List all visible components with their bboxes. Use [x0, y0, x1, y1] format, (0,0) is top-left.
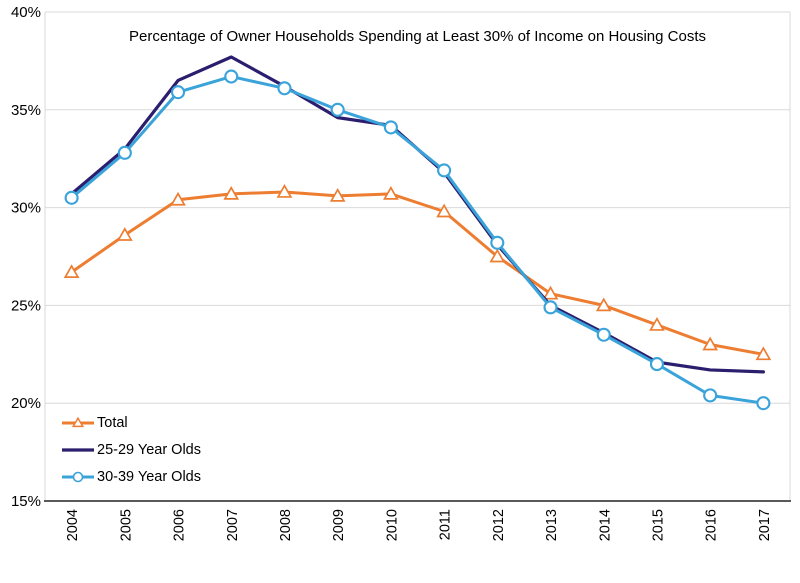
series-0-marker — [116, 227, 133, 241]
series-0-marker — [170, 191, 186, 206]
series-0-marker — [329, 187, 346, 202]
x-tick-label: 2006 — [172, 509, 188, 541]
legend-swatch-triangle — [62, 416, 94, 427]
y-tick-label: 40% — [11, 4, 41, 21]
series-0-marker — [755, 346, 772, 361]
y-tick-label: 20% — [11, 395, 41, 412]
x-tick-label: 2011 — [438, 509, 454, 540]
series-2-marker — [490, 235, 505, 250]
series-2-marker — [703, 388, 718, 403]
series-0-marker — [436, 203, 452, 218]
series-0-marker — [223, 185, 240, 200]
x-tick-label: 2012 — [491, 509, 507, 541]
y-tick-label: 30% — [11, 200, 41, 217]
x-tick-label: 2009 — [331, 509, 347, 541]
x-tick-label: 2007 — [225, 509, 241, 541]
legend-item-0: Total — [60, 409, 201, 436]
x-tick-label: 2004 — [65, 509, 81, 541]
legend-swatch-circle — [62, 471, 94, 482]
y-tick-label: 35% — [11, 102, 41, 119]
legend-item-2: 30-39 Year Olds — [60, 463, 201, 490]
series-2-marker — [437, 163, 452, 178]
series-0-marker — [649, 317, 665, 331]
x-tick-label: 2005 — [118, 509, 134, 541]
series-line-0 — [70, 190, 765, 356]
series-0-marker — [63, 264, 80, 278]
series-2-marker — [649, 357, 665, 372]
x-tick-label: 2015 — [650, 509, 666, 541]
chart-title: Percentage of Owner Households Spending … — [128, 28, 707, 45]
series-2-marker — [756, 396, 771, 411]
x-tick-label: 2017 — [757, 509, 773, 541]
series-2-marker — [330, 102, 345, 117]
series-2-marker — [170, 85, 186, 100]
series-2-marker — [383, 120, 398, 135]
legend-label: Total — [97, 414, 128, 431]
series-2-marker — [224, 69, 239, 84]
series-0-marker — [276, 184, 293, 198]
x-tick-label: 2013 — [544, 509, 560, 541]
series-2-marker — [596, 327, 611, 342]
series-0-marker — [542, 285, 559, 300]
legend-swatch-none — [62, 447, 94, 452]
x-tick-label: 2014 — [597, 509, 613, 541]
legend-label: 30-39 Year Olds — [97, 468, 201, 485]
series-0-marker — [489, 248, 506, 263]
series-2-marker — [543, 300, 558, 315]
x-tick-label: 2010 — [384, 509, 400, 541]
legend: Total 25-29 Year Olds 30-39 Year Olds — [60, 409, 201, 490]
series-0-marker — [702, 336, 719, 351]
y-tick-label: 15% — [11, 493, 41, 510]
y-tick-label: 25% — [11, 297, 41, 314]
series-line-2 — [70, 75, 765, 405]
series-2-marker — [64, 190, 79, 205]
series-0-marker — [595, 297, 612, 312]
legend-item-1: 25-29 Year Olds — [60, 436, 201, 463]
series-2-marker — [117, 145, 132, 160]
series-2-marker — [277, 81, 292, 96]
series-0-marker — [383, 185, 399, 200]
x-tick-label: 2008 — [278, 509, 294, 541]
legend-label: 25-29 Year Olds — [97, 441, 201, 458]
x-tick-label: 2016 — [704, 509, 720, 541]
